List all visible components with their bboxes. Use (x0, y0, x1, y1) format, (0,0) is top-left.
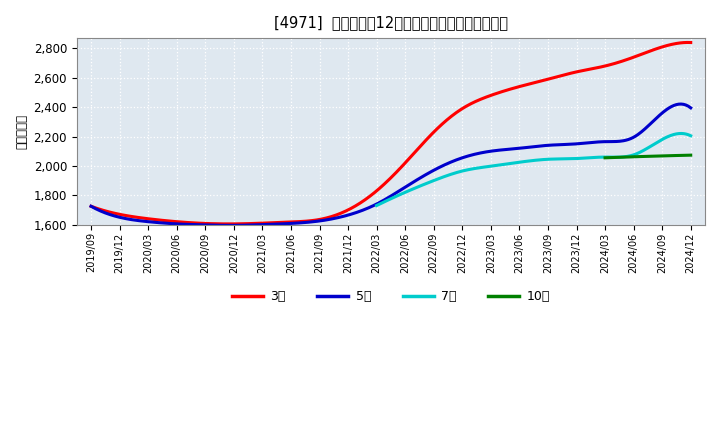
Y-axis label: （百万円）: （百万円） (15, 114, 28, 149)
Legend: 3年, 5年, 7年, 10年: 3年, 5年, 7年, 10年 (227, 285, 555, 308)
Title: [4971]  当期純利益12か月移動合計の平均値の推移: [4971] 当期純利益12か月移動合計の平均値の推移 (274, 15, 508, 30)
